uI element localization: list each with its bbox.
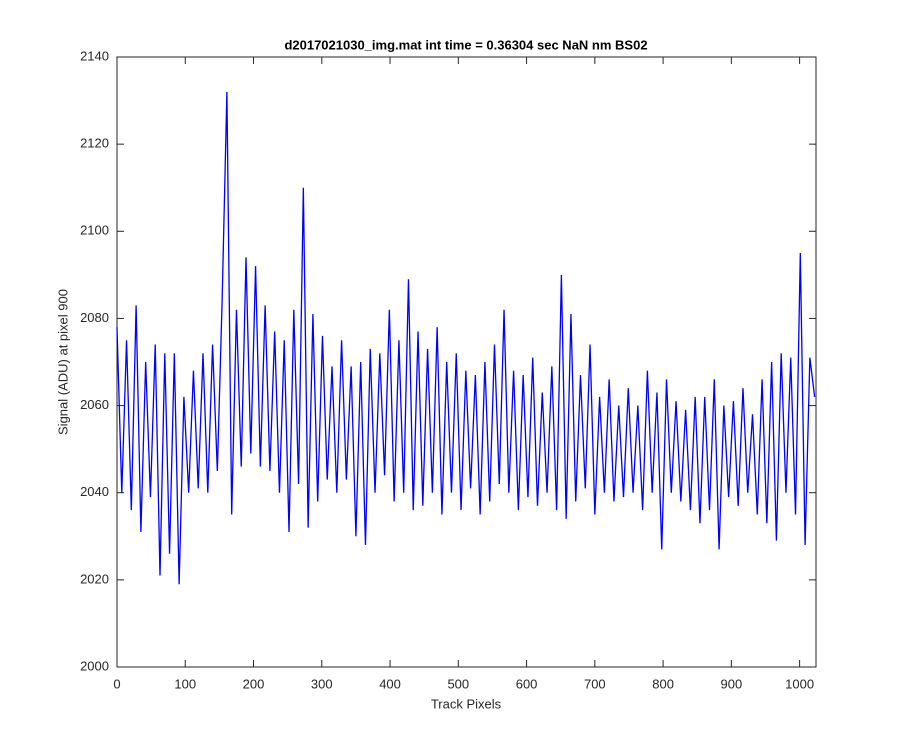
x-tick-label: 100 bbox=[174, 676, 196, 691]
y-tick-label: 2020 bbox=[80, 571, 109, 586]
y-tick-label: 2060 bbox=[80, 397, 109, 412]
x-tick-label: 500 bbox=[447, 676, 469, 691]
x-tick-label: 1000 bbox=[785, 676, 814, 691]
y-tick-label: 2040 bbox=[80, 484, 109, 499]
y-tick-label: 2120 bbox=[80, 136, 109, 151]
x-axis-label: Track Pixels bbox=[431, 696, 502, 711]
data-line bbox=[116, 91, 816, 585]
x-tick-label: 200 bbox=[243, 676, 265, 691]
x-tick-label: 400 bbox=[379, 676, 401, 691]
y-tick-label: 2100 bbox=[80, 223, 109, 238]
x-tick-label: 300 bbox=[311, 676, 333, 691]
plot-area bbox=[116, 56, 817, 668]
y-axis-label: Signal (ADU) at pixel 900 bbox=[55, 289, 70, 435]
x-tick-label: 700 bbox=[584, 676, 606, 691]
y-tick-label: 2080 bbox=[80, 310, 109, 325]
chart-title: d2017021030_img.mat int time = 0.36304 s… bbox=[284, 37, 647, 52]
x-tick-label: 600 bbox=[516, 676, 538, 691]
y-tick-label: 2000 bbox=[80, 658, 109, 673]
x-tick-label: 0 bbox=[113, 676, 120, 691]
x-tick-label: 800 bbox=[652, 676, 674, 691]
x-tick-label: 900 bbox=[721, 676, 743, 691]
y-tick-label: 2140 bbox=[80, 48, 109, 63]
